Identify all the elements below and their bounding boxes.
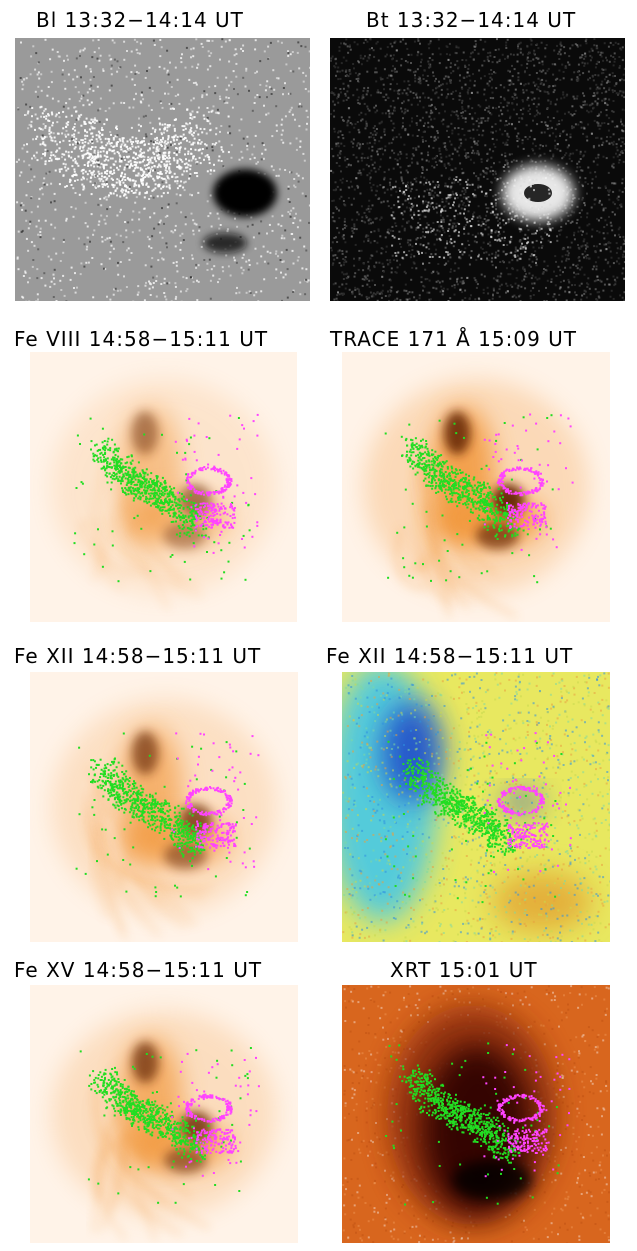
panel-title-fe8: Fe VIII 14:58−15:11 UT: [14, 327, 269, 351]
panel-title-trace: TRACE 171 Å 15:09 UT: [330, 327, 578, 351]
image-panel-fe8: [30, 352, 297, 622]
panel-title-fe12v: Fe XII 14:58−15:11 UT: [326, 644, 574, 668]
image-panel-bl: [15, 38, 310, 301]
panel-title-bl: Bl 13:32−14:14 UT: [36, 8, 244, 32]
image-panel-fe12v: [342, 672, 610, 942]
image-panel-trace: [342, 352, 610, 622]
panel-title-bt: Bt 13:32−14:14 UT: [366, 8, 577, 32]
image-panel-fe15: [30, 985, 298, 1243]
panel-title-fe15: Fe XV 14:58−15:11 UT: [14, 958, 263, 982]
image-panel-fe12: [30, 672, 298, 942]
image-panel-xrt: [342, 985, 610, 1243]
image-panel-bt: [330, 38, 625, 301]
panel-title-xrt: XRT 15:01 UT: [390, 958, 538, 982]
panel-title-fe12: Fe XII 14:58−15:11 UT: [14, 644, 262, 668]
